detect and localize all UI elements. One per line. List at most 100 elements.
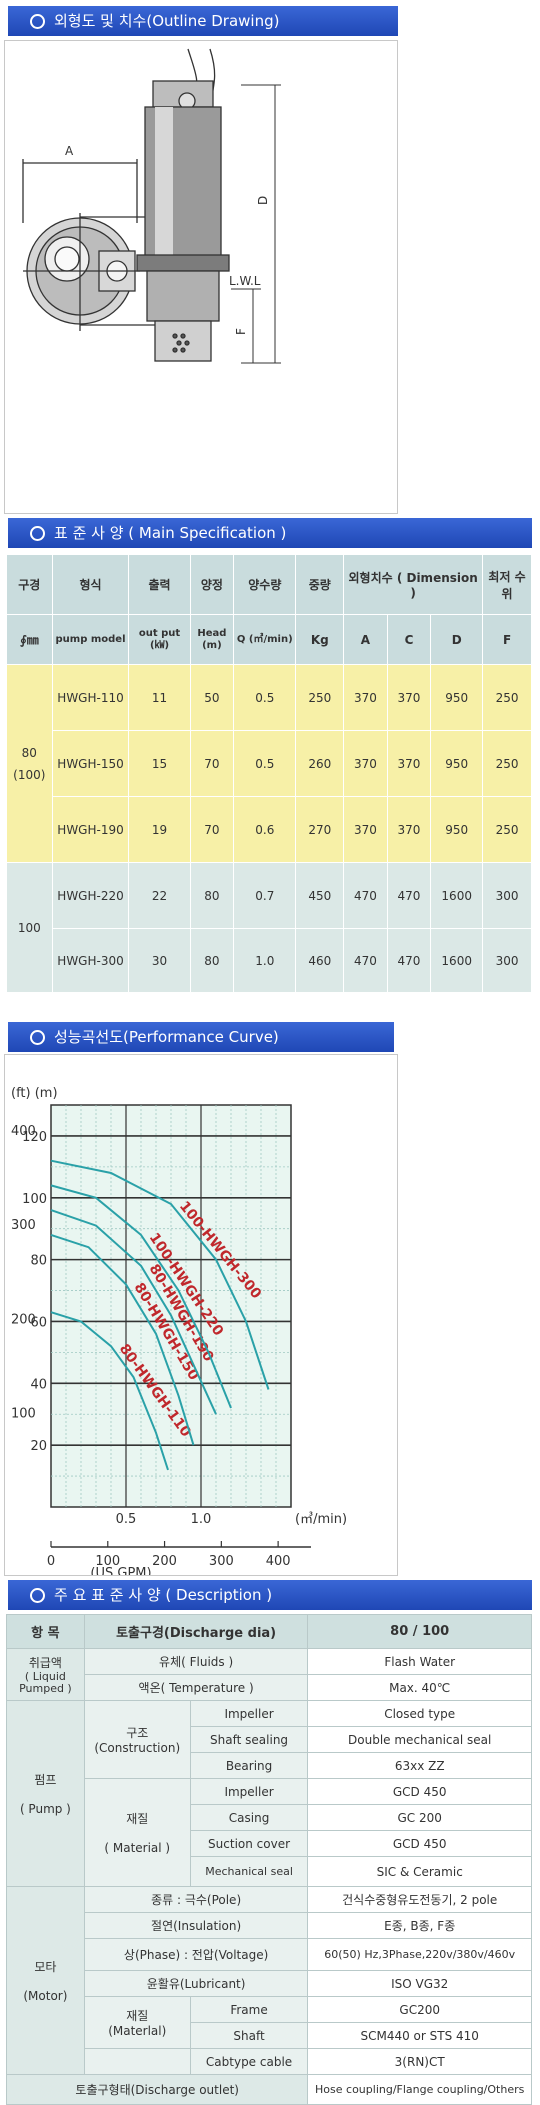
x-tick-label: 0.5 bbox=[116, 1512, 137, 1527]
model-cell: HWGH-220 bbox=[51, 862, 130, 929]
motor-label-en: (Motor) bbox=[23, 1989, 68, 2003]
motor-label: 모타 bbox=[34, 1960, 57, 1974]
bore-cell: 100 bbox=[6, 862, 53, 993]
dimension-lines bbox=[231, 84, 281, 364]
col-output: 출력 bbox=[128, 554, 191, 615]
circle-bullet-icon bbox=[30, 14, 45, 29]
motor-material-label-en: (Materlal) bbox=[108, 2024, 167, 2038]
outline-title: 외형도 및 치수(Outline Drawing) bbox=[54, 12, 280, 30]
material-label-cell: 재질 ( Material ) bbox=[83, 1778, 191, 1887]
unit-model: pump model bbox=[51, 614, 130, 665]
shaft-seal-value: Double mechanical seal bbox=[307, 1726, 532, 1753]
col-dimension: 외형치수 ( Dimension ) bbox=[343, 554, 484, 615]
motor-material-label: 재질 bbox=[126, 2009, 149, 2023]
x2-tick-label: 200 bbox=[152, 1554, 177, 1569]
head-cell: 50 bbox=[189, 664, 235, 731]
spec-title: 표 준 사 양 ( Main Specification ) bbox=[54, 524, 287, 542]
y-tick-label-m: 20 bbox=[30, 1439, 47, 1454]
unit-d: D bbox=[430, 614, 484, 665]
flow-cell: 0.5 bbox=[233, 664, 297, 731]
flow-cell: 0.5 bbox=[233, 730, 297, 797]
dim-f-label: F bbox=[234, 328, 248, 335]
c-cell: 370 bbox=[386, 730, 432, 797]
col-bore: 구경 bbox=[6, 554, 53, 615]
d-cell: 1600 bbox=[430, 928, 484, 993]
pole-value: 건식수중형유도전동기, 2 pole bbox=[307, 1886, 532, 1913]
y-tick-label-m: 120 bbox=[22, 1130, 47, 1145]
series-line bbox=[50, 1233, 195, 1446]
unit-output: out put (㎾) bbox=[128, 614, 191, 665]
material-label: 재질 bbox=[126, 1812, 149, 1826]
chart-frame: 20 40 60 80 100 120 100 200 300 400 (ft) (m) 0.5 1.0… bbox=[4, 1054, 398, 1581]
unit-a: A bbox=[343, 614, 388, 665]
pump-label-en: ( Pump ) bbox=[19, 1802, 71, 1816]
y-axis-label: (ft) (m) bbox=[11, 1086, 58, 1101]
output-cell: 30 bbox=[128, 928, 191, 993]
shaft-value: SCM440 or STS 410 bbox=[307, 2022, 532, 2049]
fluids-label: 유체( Fluids ) bbox=[83, 1648, 309, 1675]
construction-label-en: (Construction) bbox=[94, 1741, 181, 1755]
f-cell: 300 bbox=[482, 928, 532, 993]
dim-lwl-label: L.W.L bbox=[229, 274, 261, 288]
f-cell: 250 bbox=[482, 730, 532, 797]
motor-label-cell: 모타 (Motor) bbox=[6, 1886, 85, 2075]
output-cell: 11 bbox=[128, 664, 191, 731]
head-cell: 70 bbox=[189, 730, 235, 797]
a-cell: 470 bbox=[343, 862, 388, 929]
weight-cell: 260 bbox=[295, 730, 345, 797]
output-cell: 22 bbox=[128, 862, 191, 929]
head-cell: 70 bbox=[189, 796, 235, 863]
impeller-label: Impeller bbox=[189, 1700, 309, 1727]
output-cell: 15 bbox=[128, 730, 191, 797]
series-line bbox=[50, 1311, 169, 1471]
unit-bore: ∮㎜ bbox=[6, 614, 53, 665]
weight-cell: 460 bbox=[295, 928, 345, 993]
d-cell: 950 bbox=[430, 730, 484, 797]
a-cell: 370 bbox=[343, 730, 388, 797]
x-axis-label: (㎥/min) bbox=[295, 1512, 347, 1527]
pump-label-cell: 펌프 ( Pump ) bbox=[6, 1700, 85, 1887]
unit-flow: Q (㎥/min) bbox=[233, 614, 297, 665]
unit-c: C bbox=[386, 614, 432, 665]
c-cell: 370 bbox=[386, 796, 432, 863]
col-head: 양정 bbox=[189, 554, 235, 615]
a-cell: 470 bbox=[343, 928, 388, 993]
unit-weight: Kg bbox=[295, 614, 345, 665]
y-tick-label-m: 100 bbox=[22, 1192, 47, 1207]
casing-label: Casing bbox=[189, 1804, 309, 1831]
col-item: 항 목 bbox=[6, 1614, 85, 1649]
liquid-label-en: ( Liquid Pumped ) bbox=[19, 1670, 72, 1695]
c-cell: 370 bbox=[386, 664, 432, 731]
y-tick-label-ft: 200 bbox=[11, 1312, 36, 1327]
f-cell: 250 bbox=[482, 796, 532, 863]
col-model: 형식 bbox=[51, 554, 130, 615]
insulation-label: 절연(Insulation) bbox=[83, 1912, 309, 1939]
frame-value: GC200 bbox=[307, 1996, 532, 2023]
outlet-label: 토출구형태(Discharge outlet) bbox=[5, 2074, 309, 2105]
phase-label: 상(Phase) : 전압(Voltage) bbox=[83, 1938, 309, 1971]
pump-label: 펌프 bbox=[34, 1773, 57, 1787]
desc-header: 주 요 표 준 사 양 ( Description ) bbox=[8, 1580, 532, 1610]
desc-title: 주 요 표 준 사 양 ( Description ) bbox=[54, 1586, 273, 1604]
weight-cell: 270 bbox=[295, 796, 345, 863]
cabtype-label: Cabtype cable bbox=[189, 2048, 309, 2075]
circle-bullet-icon bbox=[30, 1588, 45, 1603]
fluids-value: Flash Water bbox=[307, 1648, 532, 1675]
x-tick-label: 1.0 bbox=[191, 1512, 212, 1527]
shaft-seal-label: Shaft sealing bbox=[189, 1726, 309, 1753]
temp-value: Max. 40℃ bbox=[307, 1674, 532, 1701]
bore-cell: 80 (100) bbox=[6, 664, 53, 863]
a-cell: 370 bbox=[343, 664, 388, 731]
f-cell: 300 bbox=[482, 862, 532, 929]
y-tick-label-m: 60 bbox=[30, 1315, 47, 1330]
top-view bbox=[22, 159, 166, 331]
col-min-level: 최저 수위 bbox=[482, 554, 532, 615]
insulation-value: E종, B종, F종 bbox=[307, 1912, 532, 1939]
dim-d-label: D bbox=[256, 196, 270, 205]
suction-label: Suction cover bbox=[189, 1830, 309, 1857]
circle-bullet-icon bbox=[30, 1030, 45, 1045]
col-weight: 중량 bbox=[295, 554, 345, 615]
col-size: 80 / 100 bbox=[307, 1614, 532, 1649]
d-cell: 950 bbox=[430, 664, 484, 731]
side-view bbox=[136, 48, 230, 362]
